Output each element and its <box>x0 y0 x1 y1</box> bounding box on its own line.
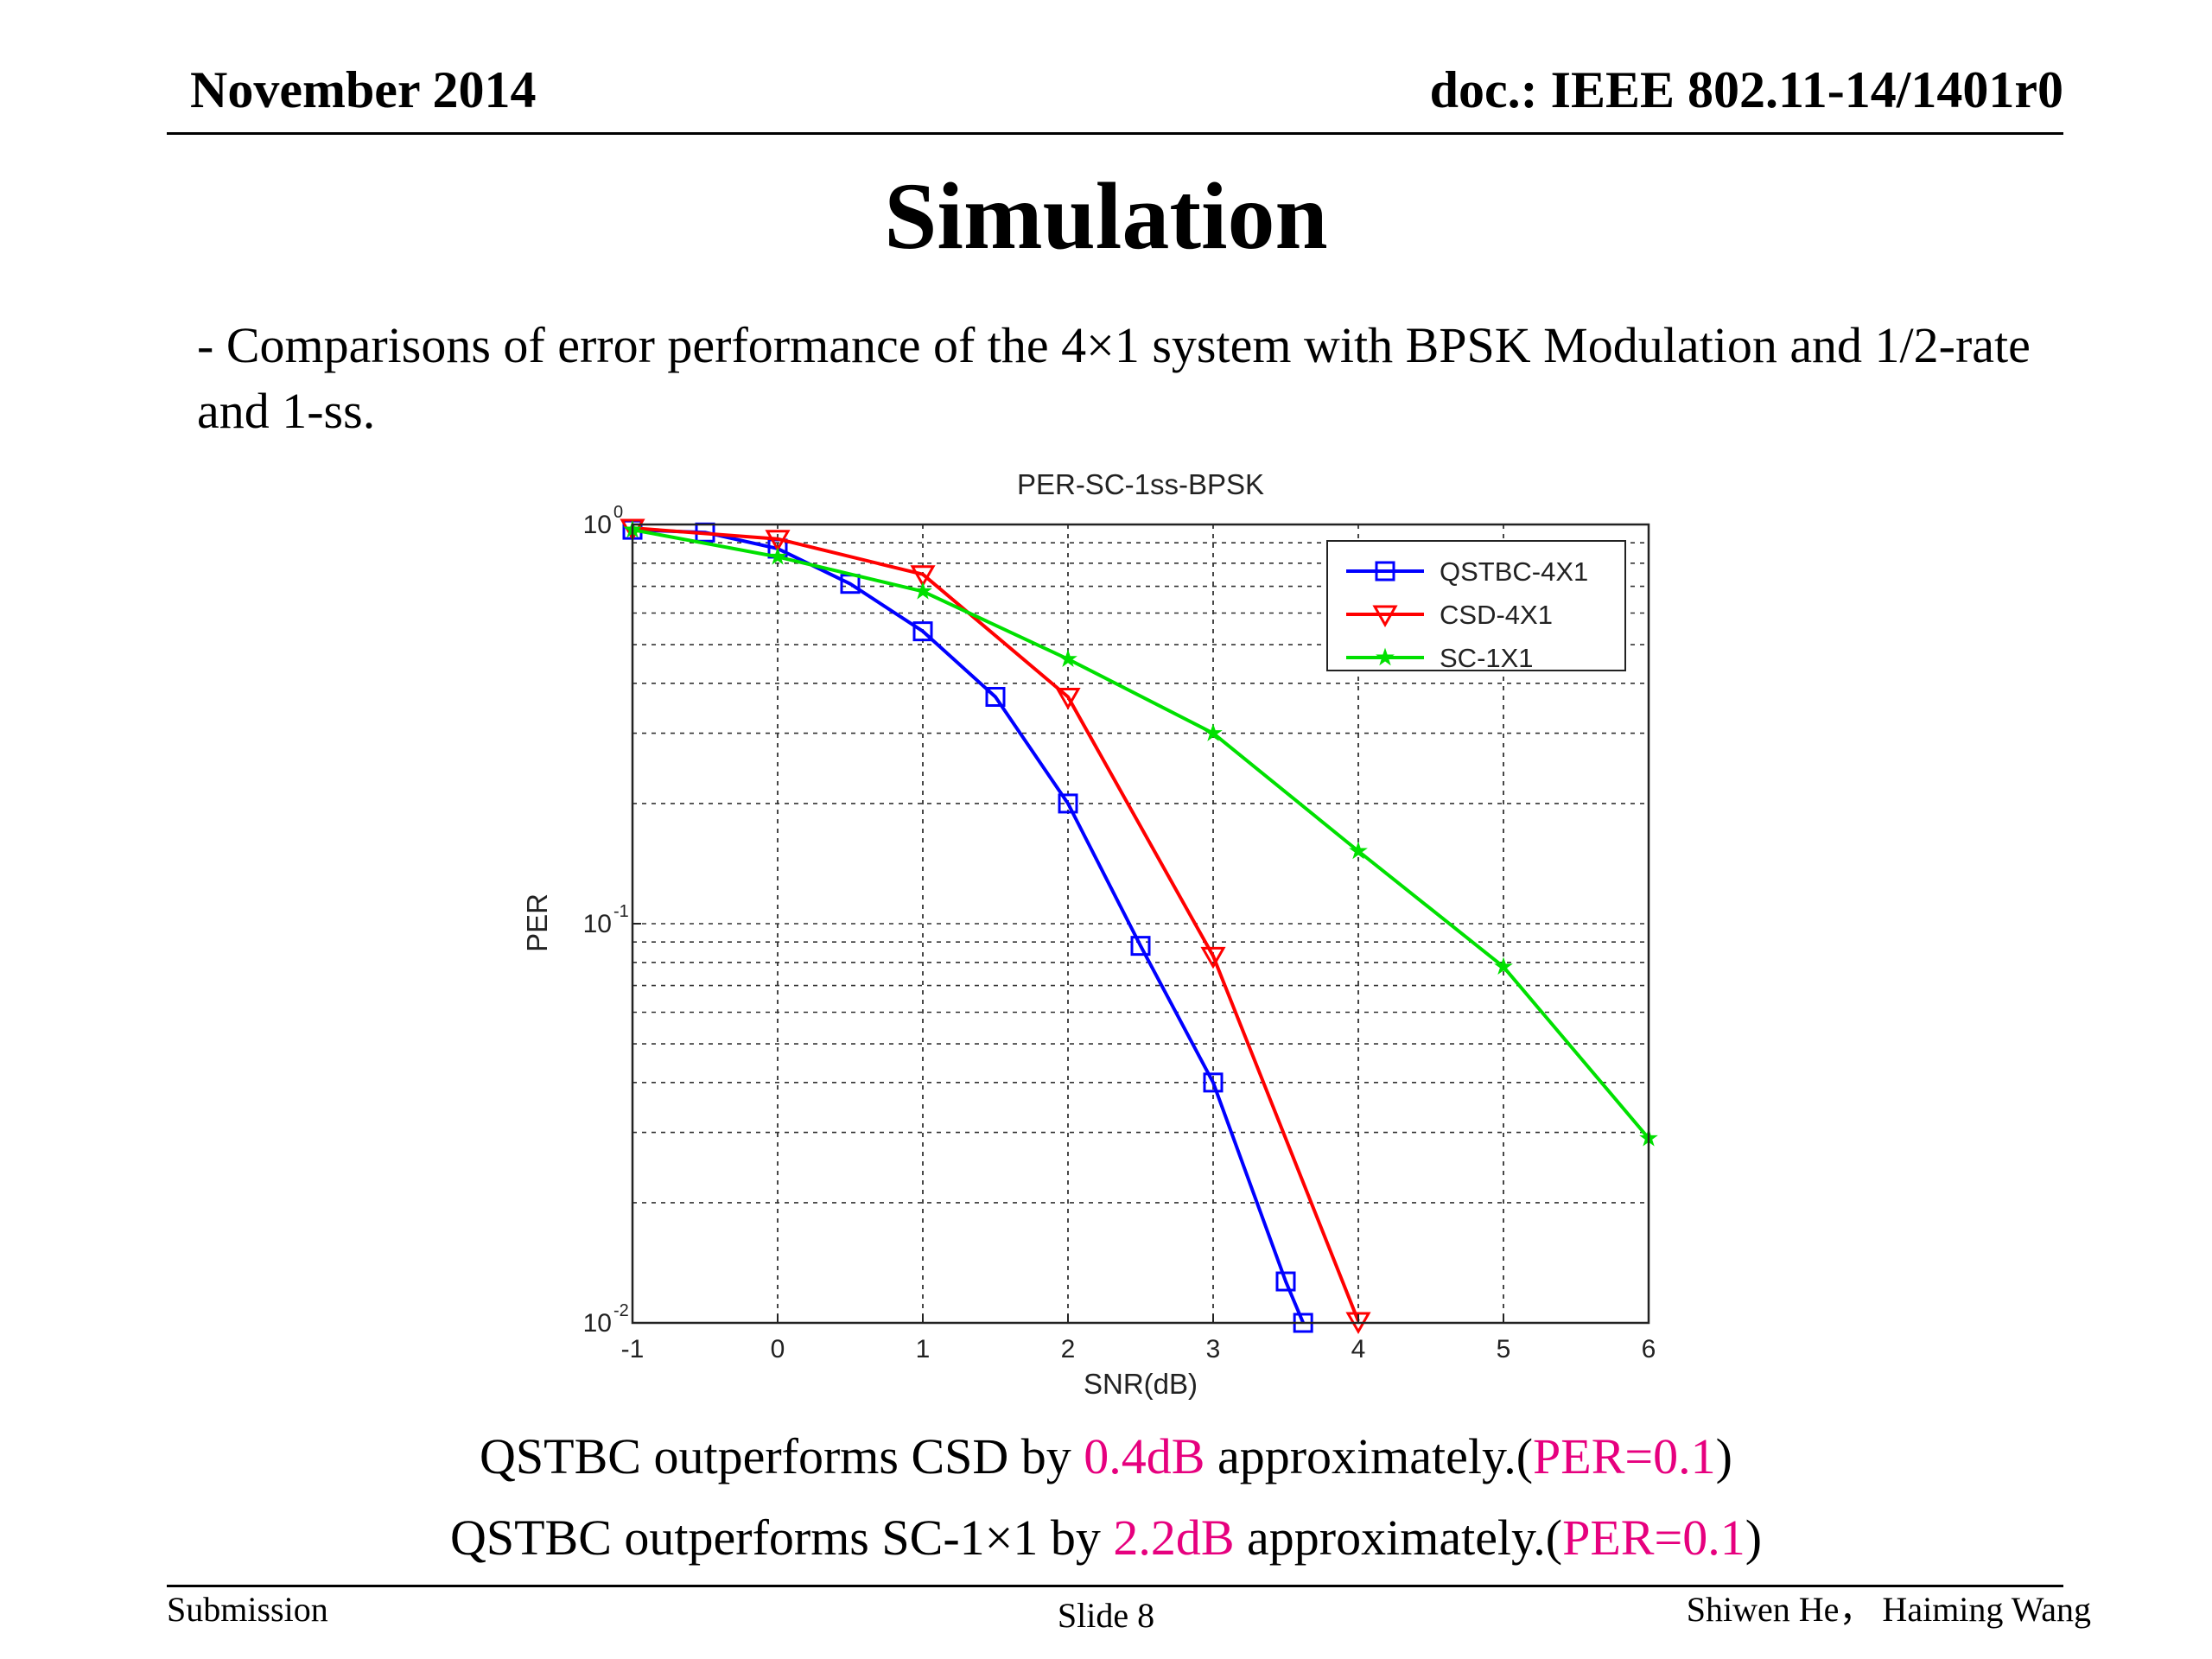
slide-bullet: - Comparisons of error performance of th… <box>197 317 2031 439</box>
data-point-star <box>1204 723 1223 741</box>
footer-rule <box>167 1585 2063 1587</box>
x-tick-labels: -1 0 1 2 3 4 5 6 <box>621 1314 1656 1363</box>
header-doc-id: doc.: IEEE 802.11-14/1401r0 <box>1429 61 2063 118</box>
legend-label: CSD-4X1 <box>1440 600 1553 630</box>
conclusion-2-per: PER=0.1 <box>1562 1510 1745 1566</box>
x-tick-label: 0 <box>771 1335 785 1363</box>
conclusion-2-prefix: QSTBC outperforms SC-1×1 by <box>449 1510 1114 1566</box>
data-point-triangle <box>1372 605 1398 628</box>
series-layer <box>620 518 1658 1335</box>
data-point-triangle <box>1055 687 1081 710</box>
y-tick-exponent: -2 <box>613 1301 629 1320</box>
data-point-square <box>985 686 1006 707</box>
data-point-square <box>1203 1072 1224 1093</box>
legend-label: QSTBC-4X1 <box>1440 556 1588 587</box>
series-line <box>632 528 1306 1324</box>
series-line <box>632 526 1360 1322</box>
conclusion-2-suffix: ) <box>1745 1510 1763 1566</box>
y-tick-exponent: 0 <box>613 503 623 522</box>
conclusion-line-2: QSTBC outperforms SC-1×1 by 2.2dB approx… <box>0 1507 2212 1569</box>
data-point-square <box>1275 1271 1296 1292</box>
data-point-square <box>912 621 933 642</box>
conclusion-2-gain: 2.2dB <box>1113 1510 1235 1566</box>
conclusion-line-1: QSTBC outperforms CSD by 0.4dB approxima… <box>0 1426 2212 1488</box>
data-point-star <box>913 582 932 600</box>
data-point-star <box>1349 841 1368 860</box>
header-rule <box>167 132 2063 135</box>
header-date: November 2014 <box>190 61 537 118</box>
data-point-star <box>1376 647 1395 666</box>
x-tick-label: 2 <box>1061 1335 1076 1363</box>
footer-authors: Shiwen He， Haiming Wang <box>1686 1590 2091 1629</box>
data-point-triangle <box>1200 946 1226 969</box>
conclusion-1-gain: 0.4dB <box>1084 1428 1205 1484</box>
x-tick-label: 4 <box>1351 1335 1366 1363</box>
data-point-triangle <box>765 530 791 552</box>
data-point-star <box>1494 957 1513 975</box>
x-tick-label: 6 <box>1642 1335 1656 1363</box>
x-tick-label: -1 <box>621 1335 645 1363</box>
series-line <box>632 528 1650 1140</box>
footer-slide-number: Slide 8 <box>1057 1596 1155 1635</box>
x-tick-label: 1 <box>916 1335 931 1363</box>
footer-submission: Submission <box>167 1590 328 1629</box>
legend-label: SC-1X1 <box>1440 643 1534 673</box>
y-tick-label: 10 <box>583 511 612 539</box>
conclusion-1-middle: approximately.( <box>1205 1428 1534 1484</box>
x-tick-label: 5 <box>1497 1335 1511 1363</box>
data-point-square <box>1130 936 1151 957</box>
data-point-star <box>768 547 787 565</box>
chart-title: PER-SC-1ss-BPSK <box>1017 468 1264 500</box>
y-tick-label: 10 <box>583 1309 612 1338</box>
conclusion-1-prefix: QSTBC outperforms CSD by <box>480 1428 1084 1484</box>
data-point-square <box>1375 561 1395 582</box>
x-axis-label: SNR(dB) <box>1084 1368 1198 1400</box>
data-point-square <box>1058 793 1078 814</box>
conclusion-1-per: PER=0.1 <box>1533 1428 1716 1484</box>
y-axis-label: PER <box>521 893 553 952</box>
conclusion-1-suffix: ) <box>1715 1428 1732 1484</box>
y-tick-label: 10 <box>583 910 612 938</box>
slide-title: Simulation <box>884 163 1328 269</box>
conclusion-2-middle: approximately.( <box>1234 1510 1563 1566</box>
y-tick-exponent: -1 <box>613 902 629 921</box>
legend: QSTBC-4X1 CSD-4X1 SC-1X1 <box>1326 540 1626 673</box>
data-point-triangle <box>910 565 936 588</box>
x-tick-label: 3 <box>1206 1335 1221 1363</box>
data-point-star <box>1058 649 1077 668</box>
